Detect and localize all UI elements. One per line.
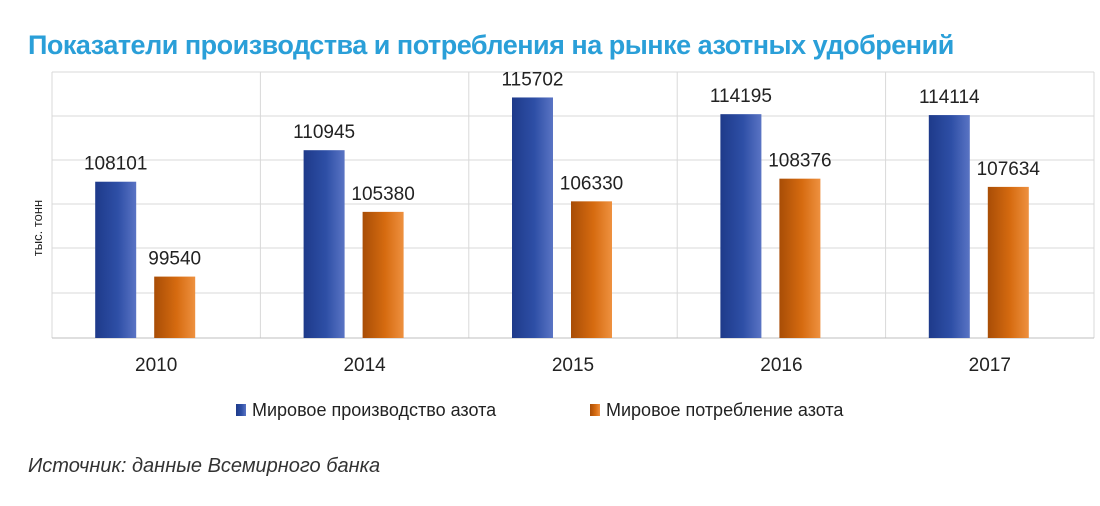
legend: Мировое производство азота Мировое потреб… bbox=[236, 400, 844, 420]
data-label: 107634 bbox=[977, 159, 1041, 180]
data-label: 114195 bbox=[710, 86, 772, 107]
y-axis-label: тыс. тонн bbox=[30, 200, 45, 256]
x-tick-label: 2014 bbox=[343, 355, 386, 376]
bar-consumption bbox=[362, 211, 404, 338]
data-label: 108376 bbox=[768, 151, 831, 172]
bar-consumption bbox=[987, 186, 1029, 338]
data-label: 110945 bbox=[293, 122, 355, 143]
legend-label-production: Мировое производство азота bbox=[252, 400, 497, 420]
bars bbox=[95, 97, 1029, 339]
x-tick-label: 2015 bbox=[552, 355, 594, 376]
data-label: 114114 bbox=[919, 87, 980, 108]
data-label: 99540 bbox=[148, 249, 201, 270]
bar-production bbox=[303, 150, 345, 338]
data-label: 105380 bbox=[351, 184, 414, 205]
data-label: 108101 bbox=[84, 154, 147, 175]
data-label: 115702 bbox=[502, 69, 564, 90]
chart-title: Показатели производства и потребления на… bbox=[28, 30, 954, 60]
bar-consumption bbox=[154, 276, 196, 338]
x-tick-label: 2010 bbox=[135, 355, 177, 376]
bar-consumption bbox=[779, 178, 821, 338]
bar-production bbox=[512, 97, 553, 338]
bar-production bbox=[720, 114, 762, 338]
x-axis-ticks: 2010 2014 2015 2016 2017 bbox=[135, 355, 1011, 376]
bar-consumption bbox=[571, 201, 612, 338]
legend-swatch-production bbox=[236, 404, 246, 416]
data-labels: 108101 99540 110945 105380 115702 106330 11419… bbox=[84, 69, 1040, 269]
legend-swatch-consumption bbox=[590, 404, 600, 416]
x-tick-label: 2017 bbox=[969, 355, 1011, 376]
bar-production bbox=[95, 181, 137, 338]
bar-production bbox=[928, 115, 970, 339]
x-tick-label: 2016 bbox=[760, 355, 802, 376]
legend-label-consumption: Мировое потребление азота bbox=[606, 400, 844, 420]
data-label: 106330 bbox=[560, 173, 623, 194]
source-note: Источник: данные Всемирного банка bbox=[28, 455, 381, 477]
